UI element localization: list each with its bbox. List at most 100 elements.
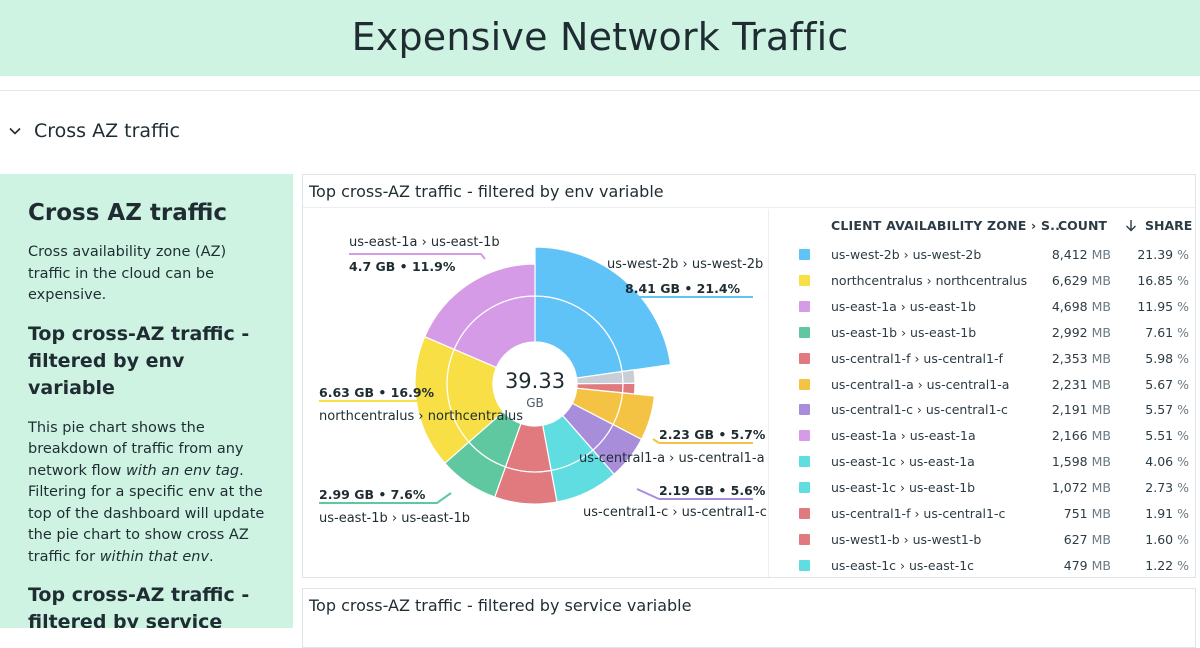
leader-line xyxy=(652,438,753,444)
table-row[interactable]: us-east-1a › us-east-1b 4,698 MB 11.95 % xyxy=(769,293,1197,319)
leader-line xyxy=(620,296,753,302)
pie-slice-outer[interactable] xyxy=(423,263,536,351)
dashboard-header: Expensive Network Traffic xyxy=(0,0,1200,76)
note-widget: Cross AZ traffic Cross availability zone… xyxy=(0,174,293,628)
column-header-count[interactable]: COUNT xyxy=(1058,218,1107,233)
center-total-value: 39.33 xyxy=(505,369,565,393)
header-divider xyxy=(0,90,1200,91)
zone-cell: us-east-1a › us-east-1b xyxy=(831,298,976,314)
label-name-central-c: us-central1-c › us-central1-c xyxy=(583,505,767,520)
color-swatch xyxy=(799,274,810,286)
table-row[interactable]: us-east-1c › us-east-1c 479 MB 1.22 % xyxy=(769,552,1197,578)
share-cell: 1.22 % xyxy=(1145,557,1189,573)
count-cell: 2,231 MB xyxy=(1051,376,1111,392)
count-cell: 8,412 MB xyxy=(1051,247,1111,262)
count-cell: 1,598 MB xyxy=(1051,454,1111,470)
share-cell: 21.39 % xyxy=(1137,247,1189,262)
color-swatch xyxy=(799,249,810,260)
section-label: Cross AZ traffic xyxy=(34,120,180,142)
zone-cell: us-east-1a › us-east-1a xyxy=(831,428,976,444)
count-cell: 2,166 MB xyxy=(1051,428,1111,444)
share-cell: 11.95 % xyxy=(1137,298,1189,314)
sunburst-chart: 39.33 GB us-east-1a › us-east-1b 4.7 GB •… xyxy=(303,209,768,577)
label-name-central-a: us-central1-a › us-central1-a xyxy=(579,451,765,466)
table-row[interactable]: us-east-1c › us-east-1b 1,072 MB 2.73 % xyxy=(769,474,1197,500)
table-row[interactable]: us-west-2b › us-west-2b 8,412 MB 21.39 % xyxy=(769,241,1197,267)
count-cell: 2,353 MB xyxy=(1051,350,1111,366)
color-swatch xyxy=(799,430,810,442)
column-header-zone[interactable]: CLIENT AVAILABILITY ZONE › S... xyxy=(831,218,1066,233)
label-val-central-a: 2.23 GB • 5.7% xyxy=(659,427,766,442)
zone-cell: us-west-2b › us-west-2b xyxy=(831,247,982,262)
table-row[interactable]: us-central1-c › us-central1-c 2,191 MB 5.5… xyxy=(769,396,1197,422)
count-cell: 2,191 MB xyxy=(1051,402,1111,418)
zone-cell: us-east-1c › us-east-1a xyxy=(831,454,975,470)
label-name-ncus: northcentralus › northcentralus xyxy=(319,409,524,424)
sunburst-svg: 39.33 GB xyxy=(319,246,753,505)
chevron-down-icon xyxy=(9,127,21,135)
color-swatch xyxy=(799,378,810,390)
color-swatch xyxy=(799,533,810,545)
share-cell: 5.51 % xyxy=(1145,428,1189,444)
table-row[interactable]: us-central1-f › us-central1-f 2,353 MB 5.9… xyxy=(769,345,1197,371)
share-cell: 5.98 % xyxy=(1145,350,1189,366)
center-total-unit: GB xyxy=(526,396,544,410)
color-swatch xyxy=(799,404,810,416)
table-row[interactable]: us-central1-f › us-central1-c 751 MB 1.91 … xyxy=(769,500,1197,526)
color-swatch xyxy=(799,559,810,571)
widget-title-service[interactable]: Top cross-AZ traffic - filtered by servi… xyxy=(309,596,692,615)
table-row[interactable]: northcentralus › northcentralus 6,629 MB 1… xyxy=(769,267,1197,293)
label-val-ncus: 6.63 GB • 16.9% xyxy=(319,385,435,400)
color-swatch xyxy=(799,482,810,494)
breakdown-table: CLIENT AVAILABILITY ZONE › S... COUNT SH… xyxy=(768,209,1196,577)
zone-cell: us-east-1c › us-east-1b xyxy=(831,480,976,496)
share-cell: 1.60 % xyxy=(1145,531,1189,547)
zone-cell: us-east-1c › us-east-1c xyxy=(831,557,975,573)
share-cell: 16.85 % xyxy=(1137,272,1189,288)
zone-cell: us-central1-a › us-central1-a xyxy=(831,376,1010,392)
dashboard-title: Expensive Network Traffic xyxy=(351,15,849,59)
zone-cell: northcentralus › northcentralus xyxy=(831,272,1028,288)
pie-widget-service: Top cross-AZ traffic - filtered by servi… xyxy=(302,588,1196,648)
share-cell: 5.57 % xyxy=(1145,402,1189,418)
label-val-east1b: 2.99 GB • 7.6% xyxy=(319,487,426,502)
color-swatch xyxy=(799,508,810,519)
pie-slice-outer[interactable] xyxy=(534,246,672,373)
zone-cell: us-west1-b › us-west1-b xyxy=(831,531,982,547)
label-val-central-c: 2.19 GB • 5.6% xyxy=(659,483,766,498)
note-intro: Cross availability zone (AZ) traffic in … xyxy=(28,244,227,303)
count-cell: 479 MB xyxy=(1063,557,1111,573)
color-swatch xyxy=(799,352,810,364)
label-val-west2b: 8.41 GB • 21.4% xyxy=(625,281,741,296)
pie-widget-env: Top cross-AZ traffic - filtered by env v… xyxy=(302,174,1196,578)
color-swatch xyxy=(799,456,810,468)
count-cell: 2,992 MB xyxy=(1051,324,1111,340)
color-swatch xyxy=(799,326,810,338)
note-subheading-env: Top cross-AZ traffic - filtered by env v… xyxy=(28,322,250,399)
table-row[interactable]: us-east-1b › us-east-1b 2,992 MB 7.61 % xyxy=(769,319,1197,345)
leader-line xyxy=(319,492,452,504)
count-cell: 6,629 MB xyxy=(1051,272,1111,288)
section-toggle-cross-az[interactable]: Cross AZ traffic xyxy=(8,116,180,146)
zone-cell: us-central1-c › us-central1-c xyxy=(831,402,1008,418)
zone-cell: us-central1-f › us-central1-c xyxy=(831,506,1006,521)
sort-descending-icon xyxy=(1126,220,1136,232)
label-name-west2b: us-west-2b › us-west-2b xyxy=(607,257,764,272)
widget-title[interactable]: Top cross-AZ traffic - filtered by env v… xyxy=(303,175,1195,208)
table-row[interactable]: us-east-1a › us-east-1a 2,166 MB 5.51 % xyxy=(769,422,1197,448)
note-subheading-service: Top cross-AZ traffic - filtered by servi… xyxy=(28,584,250,628)
leader-line xyxy=(636,488,753,500)
label-val-east1a: 4.7 GB • 11.9% xyxy=(349,259,456,274)
leader-line xyxy=(349,253,486,260)
pie-slice-outer[interactable] xyxy=(621,369,636,385)
count-cell: 1,072 MB xyxy=(1051,480,1111,496)
table-row[interactable]: us-east-1c › us-east-1a 1,598 MB 4.06 % xyxy=(769,448,1197,474)
table-row[interactable]: us-west1-b › us-west1-b 627 MB 1.60 % xyxy=(769,526,1197,552)
table-row[interactable]: us-central1-a › us-central1-a 2,231 MB 5.6… xyxy=(769,371,1197,397)
share-cell: 5.67 % xyxy=(1145,376,1189,392)
column-header-share[interactable]: SHARE xyxy=(1125,218,1192,233)
zone-cell: us-east-1b › us-east-1b xyxy=(831,324,977,340)
zone-cell: us-central1-f › us-central1-f xyxy=(831,350,1003,366)
count-cell: 751 MB xyxy=(1063,506,1111,521)
count-cell: 627 MB xyxy=(1063,531,1111,547)
